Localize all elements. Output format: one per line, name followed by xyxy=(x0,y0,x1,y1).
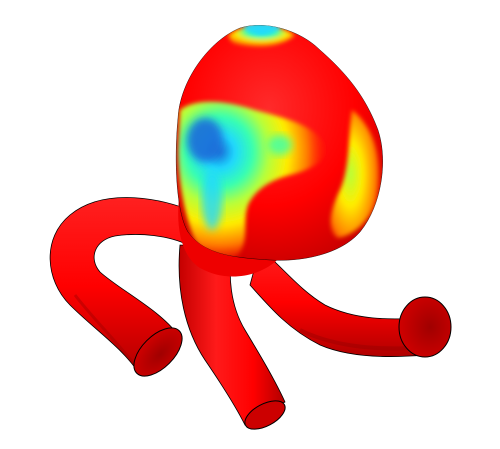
right-vessel xyxy=(249,247,426,358)
aneurysm-dome xyxy=(175,25,383,261)
middle-vessel-opening xyxy=(244,400,286,430)
wall-shear-stress-map xyxy=(178,25,380,259)
left-vessel-opening xyxy=(133,327,183,377)
right-vessel-opening xyxy=(398,296,452,358)
